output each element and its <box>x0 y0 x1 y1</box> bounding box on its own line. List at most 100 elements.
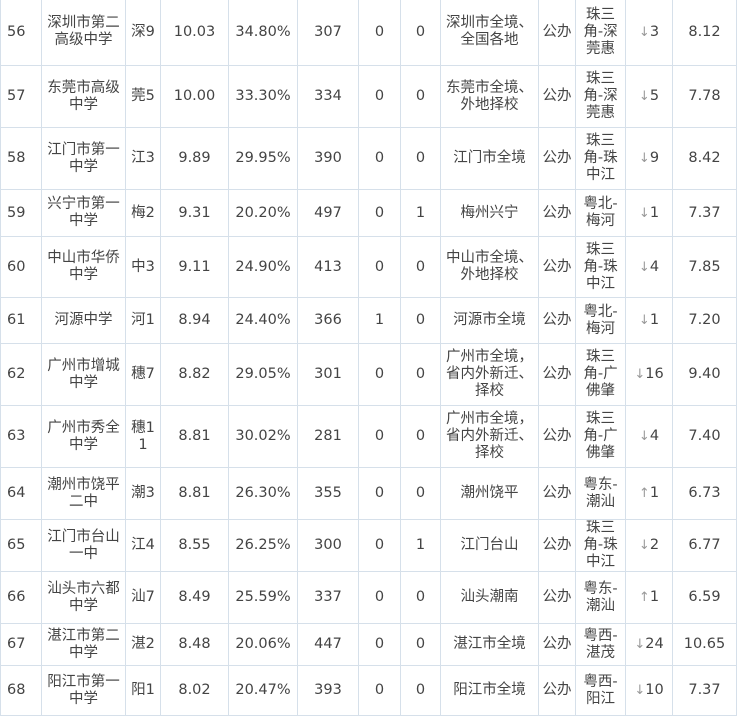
score-cell: 10.00 <box>160 65 229 128</box>
enrollment-scope-cell: 广州市全境，省内外新迁、择校 <box>440 405 539 468</box>
rank-change-value: 1 <box>649 312 660 328</box>
col-b-cell: 0 <box>400 127 441 190</box>
area-cell: 粤西-阳江 <box>575 665 626 716</box>
col-a-cell: 0 <box>358 236 401 298</box>
area-cell: 珠三角-深莞惠 <box>575 65 626 128</box>
school-name-cell: 广州市增城中学 <box>41 343 126 406</box>
code-cell: 潮3 <box>125 467 161 520</box>
rate-cell: 29.95% <box>228 127 298 190</box>
school-type-cell: 公办 <box>538 519 576 572</box>
code-cell: 湛2 <box>125 623 161 666</box>
score-cell: 8.82 <box>160 343 229 406</box>
rank-cell: 66 <box>0 571 42 624</box>
arrow-down-icon: ↓ <box>634 683 646 698</box>
area-cell: 珠三角-珠中江 <box>575 519 626 572</box>
table-row: 62 广州市增城中学 穗7 8.82 29.05% 301 0 0 广州市全境，省内外新迁、择校… <box>0 343 737 406</box>
count-cell: 393 <box>297 665 359 716</box>
last-score-cell: 6.77 <box>672 519 737 572</box>
change-cell: ↑1 <box>625 571 673 624</box>
change-cell: ↑1 <box>625 467 673 520</box>
col-a-cell: 0 <box>358 623 401 666</box>
col-b-cell: 0 <box>400 0 441 66</box>
count-cell: 390 <box>297 127 359 190</box>
count-cell: 413 <box>297 236 359 298</box>
col-b-cell: 0 <box>400 343 441 406</box>
col-a-cell: 0 <box>358 65 401 128</box>
col-a-cell: 0 <box>358 189 401 237</box>
rank-cell: 63 <box>0 405 42 468</box>
col-a-cell: 0 <box>358 0 401 66</box>
arrow-down-icon: ↓ <box>638 151 650 166</box>
arrow-down-icon: ↓ <box>638 429 650 444</box>
arrow-down-icon: ↓ <box>638 259 650 275</box>
rank-change-value: 9 <box>649 150 660 166</box>
code-cell: 梅2 <box>125 189 161 237</box>
col-a-cell: 0 <box>358 343 401 406</box>
school-name-cell: 阳江市第一中学 <box>41 665 126 716</box>
col-b-cell: 0 <box>400 297 441 344</box>
rate-cell: 24.90% <box>228 236 298 298</box>
rank-cell: 56 <box>0 0 42 66</box>
col-b-cell: 0 <box>400 467 441 520</box>
rate-cell: 26.25% <box>228 519 298 572</box>
enrollment-scope-cell: 深圳市全境、全国各地 <box>440 0 539 66</box>
rank-cell: 57 <box>0 65 42 128</box>
rate-cell: 29.05% <box>228 343 298 406</box>
enrollment-scope-cell: 梅州兴宁 <box>440 189 539 237</box>
arrow-down-icon: ↓ <box>638 24 650 40</box>
rank-change-value: 10 <box>645 682 664 698</box>
code-cell: 汕7 <box>125 571 161 624</box>
enrollment-scope-cell: 东莞市全境、外地择校 <box>440 65 539 128</box>
school-type-cell: 公办 <box>538 405 576 468</box>
code-cell: 深9 <box>125 0 161 66</box>
code-cell: 河1 <box>125 297 161 344</box>
last-score-cell: 7.20 <box>672 297 737 344</box>
last-score-cell: 6.59 <box>672 571 737 624</box>
col-a-cell: 0 <box>358 467 401 520</box>
col-b-cell: 1 <box>400 189 441 237</box>
score-cell: 9.89 <box>160 127 229 190</box>
rate-cell: 33.30% <box>228 65 298 128</box>
count-cell: 366 <box>297 297 359 344</box>
school-name-cell: 深圳市第二高级中学 <box>41 0 126 66</box>
enrollment-scope-cell: 湛江市全境 <box>440 623 539 666</box>
rank-cell: 62 <box>0 343 42 406</box>
rank-change-value: 1 <box>649 589 660 605</box>
col-b-cell: 0 <box>400 623 441 666</box>
arrow-down-icon: ↓ <box>638 89 650 104</box>
code-cell: 中3 <box>125 236 161 298</box>
rate-cell: 30.02% <box>228 405 298 468</box>
rank-cell: 68 <box>0 665 42 716</box>
change-cell: ↓3 <box>625 0 673 66</box>
rank-cell: 61 <box>0 297 42 344</box>
last-score-cell: 10.65 <box>672 623 737 666</box>
school-type-cell: 公办 <box>538 297 576 344</box>
enrollment-scope-cell: 汕头潮南 <box>440 571 539 624</box>
col-a-cell: 0 <box>358 127 401 190</box>
school-name-cell: 江门市台山一中 <box>41 519 126 572</box>
change-cell: ↓10 <box>625 665 673 716</box>
table-row: 61 河源中学 河1 8.94 24.40% 366 1 0 河源市全境 公办 粤北-梅河 ↓1 7.2… <box>0 297 737 344</box>
rank-change-value: 4 <box>649 258 660 275</box>
last-score-cell: 7.37 <box>672 665 737 716</box>
school-type-cell: 公办 <box>538 343 576 406</box>
col-a-cell: 0 <box>358 519 401 572</box>
rank-cell: 60 <box>0 236 42 298</box>
enrollment-scope-cell: 广州市全境，省内外新迁、择校 <box>440 343 539 406</box>
rate-cell: 20.20% <box>228 189 298 237</box>
area-cell: 粤北-梅河 <box>575 189 626 237</box>
arrow-down-icon: ↓ <box>638 538 650 553</box>
change-cell: ↓5 <box>625 65 673 128</box>
col-a-cell: 0 <box>358 405 401 468</box>
rate-cell: 34.80% <box>228 0 298 66</box>
rank-change-value: 16 <box>645 366 664 382</box>
school-type-cell: 公办 <box>538 467 576 520</box>
school-name-cell: 兴宁市第一中学 <box>41 189 126 237</box>
table-row: 68 阳江市第一中学 阳1 8.02 20.47% 393 0 0 阳江市全境 公办 粤西-阳江 ↓1… <box>0 665 737 716</box>
rank-cell: 67 <box>0 623 42 666</box>
school-name-cell: 湛江市第二中学 <box>41 623 126 666</box>
score-cell: 8.02 <box>160 665 229 716</box>
area-cell: 粤东-潮汕 <box>575 571 626 624</box>
rank-change-value: 24 <box>645 636 664 652</box>
col-b-cell: 0 <box>400 571 441 624</box>
